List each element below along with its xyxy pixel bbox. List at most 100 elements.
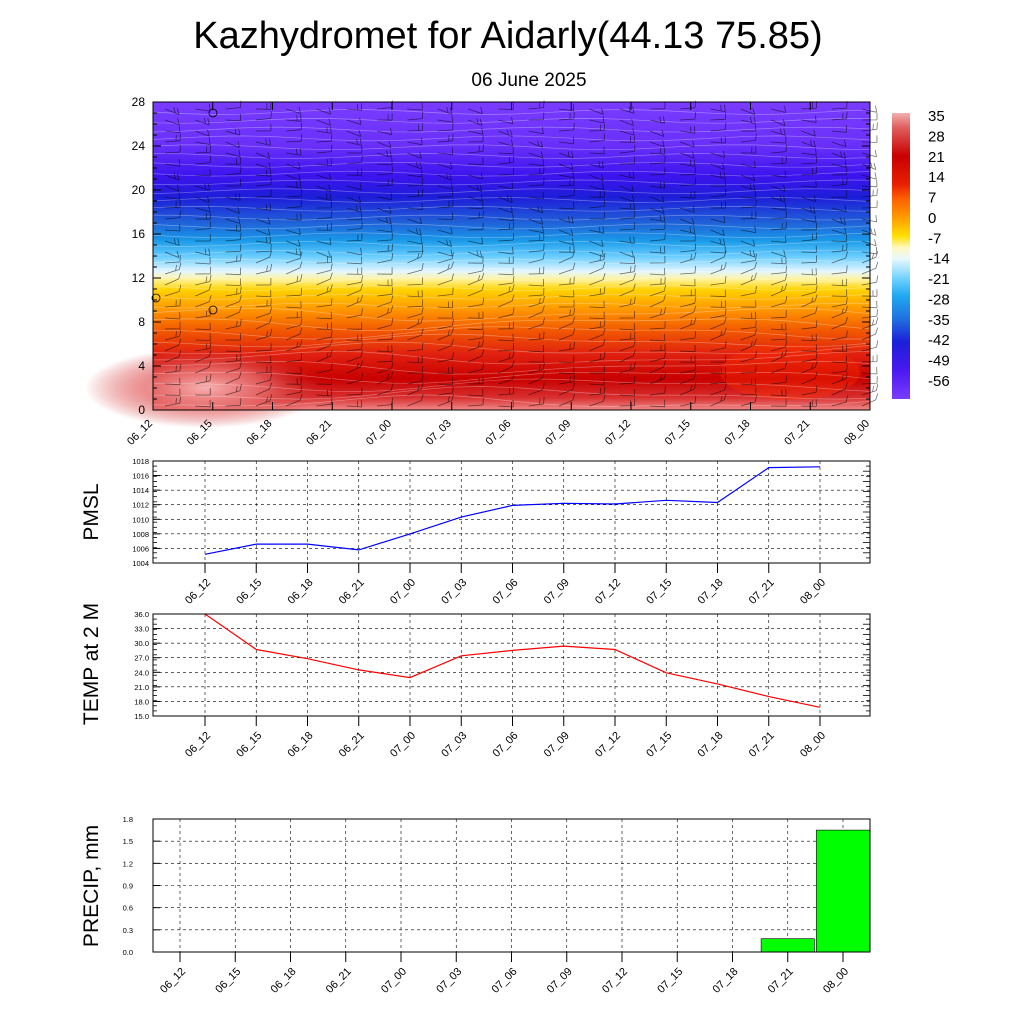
pmsl-panel: PMSL 1004 1006 1008 1010 1012 1014 1016 1018 06… [80, 457, 871, 607]
wind-barb [164, 262, 182, 275]
wind-barb [831, 217, 846, 225]
wind-barb [316, 107, 331, 115]
wind-barb [528, 266, 545, 275]
isotherm-line [152, 386, 871, 400]
wind-barb [346, 129, 362, 137]
wind-barb [801, 320, 818, 330]
wind-barb [498, 307, 515, 319]
wind-barb [376, 150, 392, 158]
wind-barb [498, 276, 515, 286]
wind-barb [558, 374, 575, 385]
wind-barb [680, 296, 697, 308]
wind-barb [286, 239, 301, 247]
wind-barb [680, 112, 696, 121]
wind-barb [195, 360, 212, 374]
wind-barb [255, 189, 272, 198]
wind-barb [589, 366, 605, 374]
wind-barb [619, 349, 636, 363]
pmsl-grid [153, 460, 870, 573]
wind-barb [528, 217, 544, 225]
wind-barb [619, 236, 635, 244]
wind-barb [710, 162, 725, 170]
wind-barb [316, 158, 332, 166]
wind-barb [225, 398, 242, 407]
wind-barb [771, 136, 787, 144]
wind-barb [376, 371, 394, 385]
wind-barb [346, 212, 363, 221]
temp-y-tick-label: 15.0 [134, 712, 149, 721]
wind-barb [528, 158, 544, 167]
wind-barb [589, 327, 606, 341]
wind-barb [225, 193, 241, 201]
x-tick-label: 07_15 [663, 418, 693, 448]
wind-barb [740, 320, 757, 330]
wind-barbs [151, 100, 879, 408]
wind-barb [316, 172, 332, 180]
wind-barb [558, 382, 576, 396]
wind-barb [680, 226, 696, 234]
wind-barb [255, 151, 271, 159]
wind-barb [770, 118, 786, 126]
wind-barb [861, 261, 879, 275]
colorbar-label: -56 [928, 373, 950, 390]
y-tick-label: 20 [132, 183, 146, 197]
wind-barb [740, 211, 757, 220]
wind-barb [740, 300, 757, 308]
wind-barb [316, 349, 333, 363]
precip-y-tick-label: 1.8 [123, 815, 133, 824]
wind-barb [437, 327, 454, 341]
wind-barb [164, 192, 181, 200]
temp-x-tick-label: 06_15 [234, 730, 264, 760]
wind-barb [740, 239, 756, 247]
colorbar-label: 14 [928, 169, 945, 186]
wind-barb [771, 332, 787, 341]
wind-barb [649, 267, 666, 276]
isotherm-line [152, 258, 871, 265]
temp-x-tick-label: 07_03 [439, 730, 469, 760]
wind-barb [680, 305, 697, 319]
wind-barb [316, 200, 332, 209]
temp-y-tick-label: 33.0 [134, 625, 149, 634]
precip-panel: PRECIP, mm 0.00.30.60.91.21.51.8 06_12 06… [80, 815, 871, 996]
x-tick-label: 07_21 [782, 418, 812, 448]
wind-barb [346, 146, 363, 154]
wind-barb [195, 399, 211, 408]
wind-barb [649, 255, 666, 264]
wind-barb [164, 363, 181, 374]
wind-barb [437, 273, 454, 286]
wind-barb [164, 238, 180, 246]
wind-barb [649, 246, 666, 254]
pmsl-series-line [204, 466, 821, 555]
temp-x-tick-label: 06_12 [183, 730, 213, 760]
temp-y-tick-label: 24.0 [134, 668, 149, 677]
isotherm-line [152, 341, 871, 355]
wind-barb [164, 272, 182, 286]
wind-barb [680, 126, 696, 134]
wind-barb [831, 251, 848, 264]
wind-barb [770, 296, 788, 308]
pmsl-x-tick-label: 07_00 [388, 577, 418, 607]
wind-barb [528, 382, 545, 396]
wind-barb [740, 107, 756, 115]
wind-barb [255, 203, 272, 211]
wind-barb [286, 251, 303, 264]
wind-barb [195, 373, 212, 385]
wind-barb [225, 224, 241, 232]
y-tick-label: 24 [132, 139, 146, 153]
precip-bar [816, 829, 871, 953]
wind-barb [528, 225, 544, 234]
wind-barb [649, 284, 667, 297]
temp-frame [152, 613, 871, 717]
wind-barb [346, 117, 362, 125]
wind-barb [770, 250, 786, 258]
wind-barb [498, 139, 514, 147]
wind-barb [558, 366, 575, 374]
wind-barb [437, 352, 454, 363]
wind-barb [861, 383, 879, 396]
wind-barb [164, 377, 181, 386]
wind-barb [558, 245, 575, 253]
wind-barb [225, 294, 242, 308]
wind-barb [831, 344, 848, 352]
wind-barb [831, 305, 848, 319]
wind-barb [710, 112, 727, 121]
